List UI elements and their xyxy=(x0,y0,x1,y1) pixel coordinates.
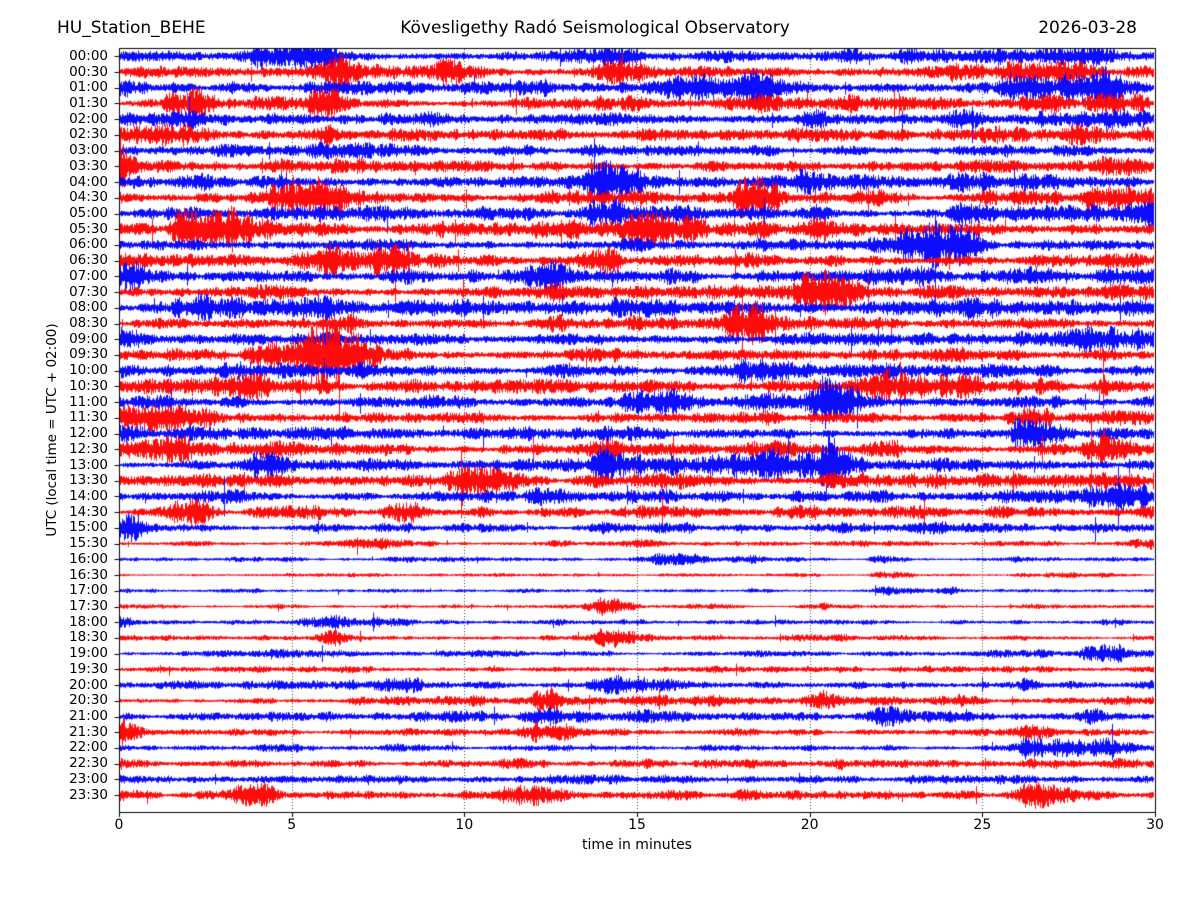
y-tick-label: 23:00 xyxy=(69,770,108,787)
y-tick-label: 22:30 xyxy=(69,755,108,772)
y-tick-label: 16:00 xyxy=(69,550,108,567)
y-tick-label: 13:30 xyxy=(69,472,108,489)
y-tick-label: 05:30 xyxy=(69,220,108,237)
x-tick-label: 25 xyxy=(973,817,992,833)
y-tick-label: 13:00 xyxy=(69,456,108,473)
x-tick-label: 30 xyxy=(1146,817,1164,833)
y-tick-label: 09:00 xyxy=(69,330,108,347)
y-tick-label: 06:30 xyxy=(69,252,108,269)
y-tick-label: 15:30 xyxy=(69,535,108,552)
y-tick-label: 18:00 xyxy=(69,613,108,630)
observatory-title: Kövesligethy Radó Seismological Observat… xyxy=(400,18,790,38)
y-tick-label: 14:00 xyxy=(69,487,108,504)
y-tick-label: 01:00 xyxy=(69,79,108,96)
y-tick-label: 19:30 xyxy=(69,660,108,677)
y-tick-label: 06:00 xyxy=(69,236,108,253)
y-tick-label: 17:30 xyxy=(69,598,108,614)
station-title: HU_Station_BEHE xyxy=(57,18,206,38)
y-tick-label: 16:30 xyxy=(69,566,108,583)
y-tick-label: 08:00 xyxy=(69,299,108,316)
y-tick-label: 15:00 xyxy=(69,519,108,536)
y-tick-label: 19:00 xyxy=(69,645,108,662)
y-tick-label: 03:00 xyxy=(69,142,108,159)
y-tick-label: 05:00 xyxy=(69,205,108,221)
y-tick-label: 20:00 xyxy=(69,676,108,693)
y-tick-label: 11:30 xyxy=(69,409,108,426)
y-tick-label: 03:30 xyxy=(69,157,108,174)
y-tick-label: 09:30 xyxy=(69,346,108,363)
x-tick-label: 15 xyxy=(628,817,646,833)
x-axis-label: time in minutes xyxy=(582,837,692,853)
y-tick-label: 21:30 xyxy=(69,723,108,740)
x-tick-label: 0 xyxy=(114,817,124,833)
y-tick-label: 07:00 xyxy=(69,267,108,284)
y-tick-label: 18:30 xyxy=(69,629,108,646)
y-tick-label: 04:30 xyxy=(69,189,108,206)
y-tick-label: 12:00 xyxy=(69,425,108,442)
y-tick-label: 01:30 xyxy=(69,94,108,111)
y-tick-label: 07:30 xyxy=(69,283,108,300)
y-tick-label: 08:30 xyxy=(69,315,108,332)
date-title: 2026-03-28 xyxy=(1038,18,1137,38)
y-tick-label: 14:30 xyxy=(69,503,108,520)
y-tick-label: 02:30 xyxy=(69,126,108,143)
y-tick-label: 22:00 xyxy=(69,739,108,756)
y-tick-label: 20:30 xyxy=(69,692,108,709)
y-tick-label: 10:30 xyxy=(69,377,108,394)
y-tick-label: 11:00 xyxy=(69,393,108,410)
y-tick-label: 04:00 xyxy=(69,173,108,190)
x-tick-label: 10 xyxy=(455,817,474,833)
y-tick-label: 00:30 xyxy=(69,63,108,80)
y-tick-label: 10:00 xyxy=(69,362,108,379)
y-tick-label: 12:30 xyxy=(69,440,108,457)
y-tick-label: 23:30 xyxy=(69,786,108,803)
y-tick-label: 21:00 xyxy=(69,708,108,725)
y-tick-label: 17:00 xyxy=(69,582,108,599)
x-tick-label: 20 xyxy=(800,817,819,833)
y-tick-label: 00:00 xyxy=(69,47,108,64)
x-tick-label: 5 xyxy=(287,817,297,833)
y-tick-label: 02:00 xyxy=(69,110,108,127)
